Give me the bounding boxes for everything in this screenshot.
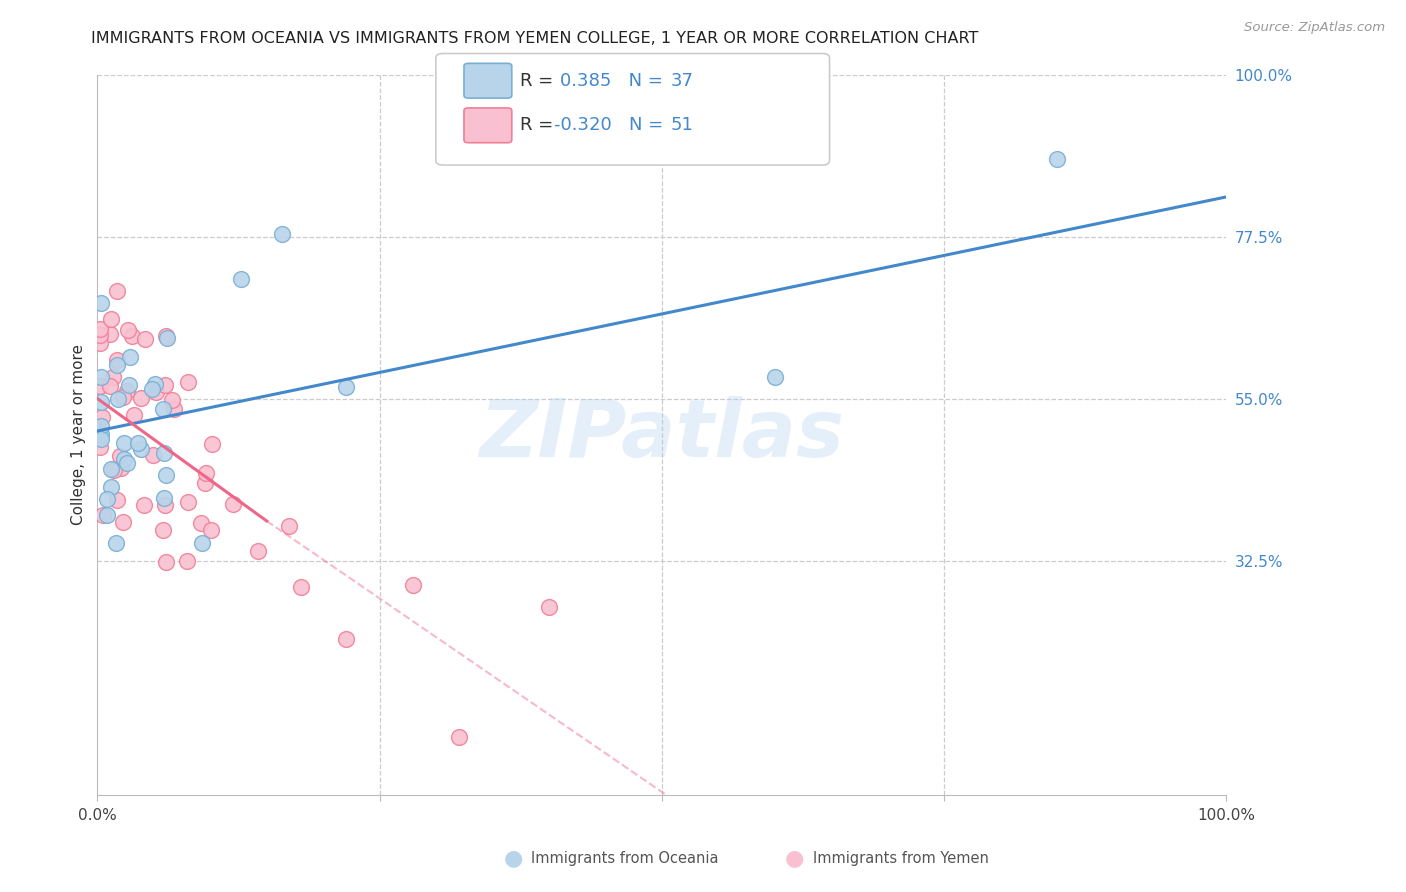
Point [131,442,153,456]
Text: R =: R = [520,116,560,135]
Point [91,508,114,523]
Text: -0.320   N =: -0.320 N = [554,116,669,135]
Text: ●: ● [785,848,804,868]
Point [270,227,292,241]
Point [177,495,200,509]
Point [402,578,425,592]
Point [152,491,174,505]
Point [160,393,183,408]
Point [129,391,152,405]
Point [231,271,253,285]
Point [163,402,186,417]
Point [90,395,112,409]
Point [763,369,786,384]
Text: Immigrants from Oceania: Immigrants from Oceania [531,851,718,865]
Point [447,730,470,744]
Point [152,523,174,537]
Point [112,451,135,466]
Point [108,449,131,463]
Point [89,335,111,350]
Point [277,519,299,533]
Point [89,322,111,336]
Point [152,401,174,416]
Point [111,515,134,529]
Point [155,329,177,343]
Point [105,358,128,372]
Point [100,480,122,494]
Text: 37: 37 [671,71,693,90]
Point [153,446,176,460]
Point [96,508,118,522]
Point [132,498,155,512]
Point [1046,153,1069,167]
Point [107,392,129,407]
Point [90,419,112,434]
Point [156,331,179,345]
Point [111,390,134,404]
Point [142,448,165,462]
Point [90,409,112,424]
Point [105,493,128,508]
Point [96,492,118,507]
Point [107,353,129,368]
Point [115,456,138,470]
Point [89,440,111,454]
Point [120,351,142,365]
Point [115,384,138,399]
Point [290,580,312,594]
Point [537,599,560,614]
Point [155,555,177,569]
Point [335,380,357,394]
Point [101,370,124,384]
Text: Source: ZipAtlas.com: Source: ZipAtlas.com [1244,21,1385,34]
Point [127,435,149,450]
Point [195,466,218,480]
Point [145,385,167,400]
Point [153,498,176,512]
Point [103,462,125,476]
Point [153,378,176,392]
Point [134,332,156,346]
Text: R =: R = [520,71,565,90]
Point [98,379,121,393]
Text: Immigrants from Yemen: Immigrants from Yemen [813,851,988,865]
Point [121,329,143,343]
Point [176,554,198,568]
Point [200,523,222,537]
Point [105,535,128,549]
Point [191,535,214,549]
Point [110,460,132,475]
Point [145,377,167,392]
Text: 0.385   N =: 0.385 N = [560,71,668,90]
Text: 51: 51 [671,116,693,135]
Point [90,426,112,441]
Point [98,327,121,342]
Point [90,296,112,310]
Point [194,475,217,490]
Y-axis label: College, 1 year or more: College, 1 year or more [72,344,86,525]
Point [89,328,111,343]
Text: ●: ● [503,848,523,868]
Text: IMMIGRANTS FROM OCEANIA VS IMMIGRANTS FROM YEMEN COLLEGE, 1 YEAR OR MORE CORRELA: IMMIGRANTS FROM OCEANIA VS IMMIGRANTS FR… [91,31,979,46]
Point [117,323,139,337]
Point [247,544,270,558]
Text: ZIPatlas: ZIPatlas [479,395,844,474]
Point [100,311,122,326]
Point [90,432,112,446]
Point [90,370,112,384]
Point [105,284,128,298]
Point [100,462,122,476]
Point [155,468,177,483]
Point [222,497,245,511]
Point [201,437,224,451]
Point [112,436,135,450]
Point [190,516,212,530]
Point [335,632,357,647]
Point [176,376,198,390]
Point [89,379,111,393]
Point [141,382,163,396]
Point [118,377,141,392]
Point [124,408,146,422]
